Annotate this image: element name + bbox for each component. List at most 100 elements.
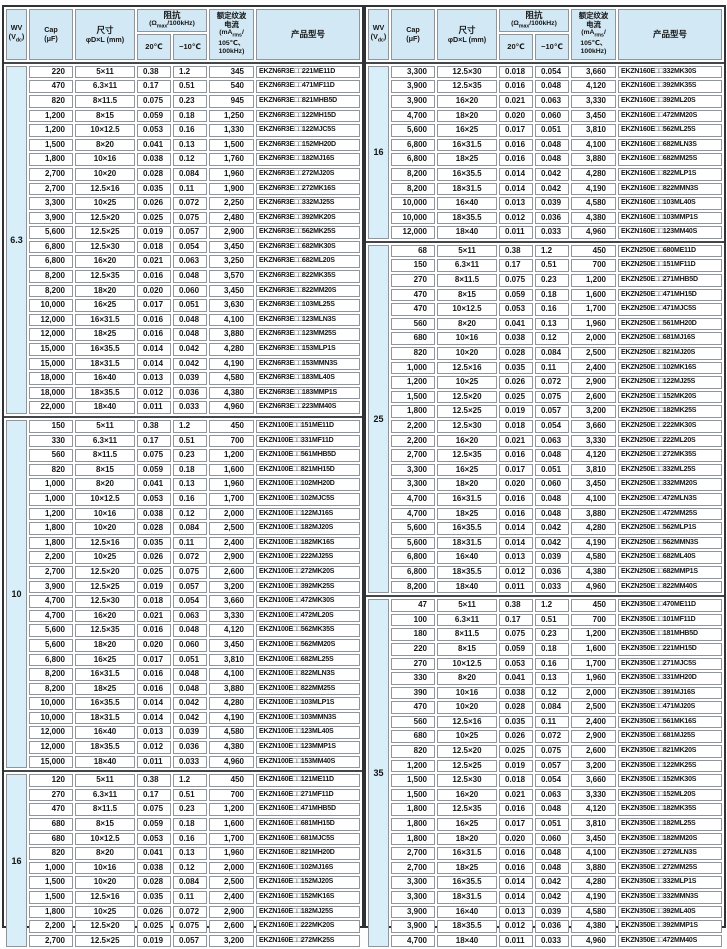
part-number-cell: EKZN160E□□123MM40S: [618, 226, 722, 239]
part-number-cell: EKZN6R3E□□183ML40S: [256, 372, 360, 385]
ripple-current-cell: 4,120: [571, 449, 616, 462]
size-cell: 6.3×11: [437, 613, 497, 627]
impedance-minus10c-cell: 0.084: [173, 522, 207, 535]
part-number-cell: EKZN250E□□222MK30S: [618, 420, 722, 433]
ripple-current-cell: 4,580: [571, 905, 616, 919]
ripple-current-cell: 3,880: [209, 328, 254, 342]
part-number-cell: EKZN100E□□182MJ20S: [256, 522, 360, 535]
impedance-20c-cell: 0.026: [137, 905, 171, 919]
part-number-cell: EKZN160E□□562ML25S: [618, 124, 722, 137]
ripple-current-cell: 4,190: [571, 536, 616, 550]
part-number-cell: EKZN160E□□121ME11D: [256, 774, 360, 787]
cap-cell: 3,900: [29, 211, 73, 225]
part-number-cell: EKZN250E□□562MLP1S: [618, 522, 722, 535]
impedance-20c-cell: 0.016: [499, 847, 533, 860]
table-row: 1,200 10×25 0.026 0.072 2,900 EKZN250E□□122MJ…: [368, 376, 722, 389]
ripple-current-cell: 4,190: [571, 182, 616, 196]
ripple-current-cell: 700: [571, 259, 616, 273]
wv-group-label: 16: [368, 65, 389, 239]
part-number-cell: EKZN160E□□182MJ25S: [256, 905, 360, 919]
size-cell: 12.5×20: [75, 920, 135, 933]
impedance-20c-cell: 0.026: [137, 197, 171, 210]
table-row: 8,200 16×31.5 0.016 0.048 4,100 EKZN100E□□822…: [6, 668, 360, 681]
ripple-current-cell: 4,380: [571, 211, 616, 225]
ripple-current-cell: 4,120: [209, 624, 254, 637]
impedance-minus10c-cell: 0.048: [535, 138, 569, 152]
ripple-current-cell: 1,200: [571, 628, 616, 641]
part-number-cell: EKZN6R3E□□471MF11D: [256, 80, 360, 93]
impedance-minus10c-cell: 0.23: [173, 803, 207, 817]
cap-cell: 8,200: [29, 668, 73, 681]
table-header-left: WV (Vdc) Cap (μF) 尺寸 φD×L (mm) 阻抗 (Ωmax/…: [4, 7, 362, 62]
part-number-cell: EKZN160E□□102MJ16S: [256, 861, 360, 875]
cap-cell: 10,000: [29, 697, 73, 710]
impedance-20c-cell: 0.059: [137, 818, 171, 831]
part-number-cell: EKZN350E□□471MJ20S: [618, 701, 722, 714]
impedance-20c-cell: 0.053: [499, 657, 533, 671]
cap-cell: 12,000: [391, 226, 435, 239]
cap-cell: 5,600: [29, 638, 73, 652]
cap-cell: 1,500: [29, 876, 73, 890]
table-row: 1,800 10×16 0.038 0.12 1,760 EKZN6R3E□□182MJ1…: [6, 153, 360, 166]
part-number-cell: EKZN100E□□562MK35S: [256, 624, 360, 637]
impedance-20c-cell: 0.17: [137, 80, 171, 93]
impedance-minus10c-cell: 0.18: [173, 109, 207, 123]
impedance-20c-cell: 0.014: [137, 357, 171, 371]
impedance-minus10c-cell: 0.18: [173, 818, 207, 831]
ripple-current-cell: 2,600: [209, 565, 254, 579]
part-number-cell: EKZN100E□□103MMN3S: [256, 711, 360, 725]
ripple-current-cell: 3,450: [571, 478, 616, 491]
impedance-minus10c-cell: 0.039: [535, 551, 569, 564]
ripple-current-cell: 4,120: [571, 803, 616, 817]
part-number-cell: EKZN350E□□272MM25S: [618, 861, 722, 875]
impedance-minus10c-cell: 0.042: [535, 522, 569, 535]
part-number-cell: EKZN100E□□182MK16S: [256, 536, 360, 550]
part-number-cell: EKZN160E□□103ML40S: [618, 197, 722, 210]
impedance-20c-cell: 0.014: [499, 891, 533, 904]
size-cell: 8×11.5: [75, 803, 135, 817]
col-header-20c: 20℃: [499, 33, 533, 60]
table-row: 1,500 12.5×16 0.035 0.11 2,400 EKZN160E□□152M…: [6, 891, 360, 904]
table-row: 12,000 18×35.5 0.012 0.036 4,380 EKZN100E□□12…: [6, 741, 360, 754]
part-number-cell: EKZN160E□□392MK35S: [618, 80, 722, 93]
table-row: 3,300 18×31.5 0.014 0.042 4,190 EKZN350E□□332…: [368, 891, 722, 904]
cap-cell: 270: [391, 274, 435, 287]
table-row: 330 8×20 0.041 0.13 1,960 EKZN350E□□331MH20D: [368, 672, 722, 685]
impedance-minus10c-cell: 0.036: [173, 386, 207, 400]
size-cell: 16×25: [75, 299, 135, 312]
cap-cell: 12,000: [29, 726, 73, 740]
table-row: 820 12.5×20 0.025 0.075 2,600 EKZN350E□□821MK…: [368, 745, 722, 758]
cap-cell: 3,900: [391, 905, 435, 919]
size-cell: 18×40: [437, 226, 497, 239]
cap-cell: 6,800: [29, 255, 73, 269]
size-cell: 18×20: [75, 284, 135, 298]
ripple-current-cell: 1,960: [209, 847, 254, 860]
table-row: 10 150 5×11 0.38 1.2 450 EKZN100E□□151ME11D: [6, 420, 360, 769]
spec-group-table: 6.3 220 5×11 0.38 1.2 345 EKZN6R3E□□221ME11D 47…: [4, 64, 362, 416]
cap-cell: 1,800: [391, 803, 435, 817]
cap-cell: 8,200: [29, 682, 73, 696]
cap-cell: 270: [391, 657, 435, 671]
impedance-minus10c-cell: 1.2: [173, 420, 207, 433]
impedance-minus10c-cell: 0.057: [173, 934, 207, 948]
cap-cell: 4,700: [29, 595, 73, 608]
table-row: 1,000 8×20 0.041 0.13 1,960 EKZN100E□□102MH20…: [6, 478, 360, 491]
table-row: 1,800 10×25 0.026 0.072 2,900 EKZN160E□□182MJ…: [6, 905, 360, 919]
impedance-20c-cell: 0.017: [499, 124, 533, 137]
impedance-minus10c-cell: 0.036: [535, 565, 569, 579]
impedance-20c-cell: 0.017: [137, 653, 171, 667]
ripple-current-cell: 3,810: [571, 818, 616, 831]
impedance-minus10c-cell: 1.2: [535, 244, 569, 258]
cap-cell: 5,600: [391, 522, 435, 535]
impedance-minus10c-cell: 0.16: [535, 303, 569, 316]
cap-cell: 12,000: [29, 741, 73, 754]
size-cell: 12.5×20: [75, 211, 135, 225]
impedance-20c-cell: 0.013: [137, 726, 171, 740]
impedance-minus10c-cell: 0.051: [535, 463, 569, 477]
group-separator: [366, 61, 724, 64]
ripple-current-cell: 3,330: [209, 609, 254, 623]
size-cell: 10×20: [75, 522, 135, 535]
ripple-current-cell: 2,000: [571, 686, 616, 700]
part-number-cell: EKZN350E□□331MH20D: [618, 672, 722, 685]
impedance-20c-cell: 0.012: [137, 741, 171, 754]
